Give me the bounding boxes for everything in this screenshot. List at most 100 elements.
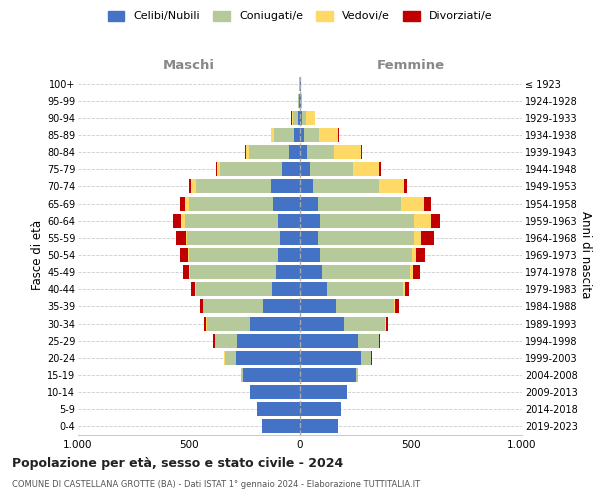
Bar [188,248,189,262]
Bar [200,300,203,314]
Bar [300,94,301,108]
Bar [214,334,215,347]
Bar [300,385,347,399]
Bar [249,145,289,159]
Bar [282,162,300,176]
Bar [280,231,300,245]
Bar [189,265,190,279]
Bar [404,180,407,194]
Bar [300,420,338,434]
Bar [415,231,421,245]
Bar [416,248,425,262]
Bar [263,300,300,314]
Bar [356,368,358,382]
Bar [313,180,379,194]
Bar [394,300,395,314]
Bar [379,334,380,347]
Legend: Celibi/Nubili, Coniugati/e, Vedovi/e, Divorziati/e: Celibi/Nubili, Coniugati/e, Vedovi/e, Di… [108,10,492,22]
Bar [180,196,185,210]
Bar [215,334,237,347]
Bar [293,111,298,125]
Bar [203,300,263,314]
Bar [272,282,300,296]
Text: Maschi: Maschi [163,60,215,72]
Bar [431,214,440,228]
Bar [395,300,399,314]
Bar [412,248,416,262]
Bar [405,282,409,296]
Bar [187,231,280,245]
Bar [304,128,319,142]
Bar [300,196,318,210]
Bar [244,368,300,382]
Bar [320,214,415,228]
Bar [300,128,304,142]
Bar [300,231,318,245]
Bar [189,180,191,194]
Bar [300,351,361,365]
Text: Femmine: Femmine [377,60,445,72]
Bar [410,265,413,279]
Bar [215,162,217,176]
Bar [300,162,310,176]
Bar [424,196,431,210]
Bar [292,111,293,125]
Bar [289,145,300,159]
Bar [274,128,295,142]
Bar [353,162,379,176]
Bar [236,351,300,365]
Bar [385,316,386,330]
Bar [320,248,412,262]
Bar [189,196,274,210]
Bar [319,128,338,142]
Bar [271,180,300,194]
Bar [300,402,341,416]
Bar [318,231,415,245]
Bar [318,196,401,210]
Bar [300,265,322,279]
Text: Popolazione per età, sesso e stato civile - 2024: Popolazione per età, sesso e stato civil… [12,458,343,470]
Bar [300,180,313,194]
Bar [191,282,194,296]
Y-axis label: Fasce di età: Fasce di età [31,220,44,290]
Bar [217,162,220,176]
Bar [185,231,187,245]
Bar [224,351,236,365]
Bar [300,282,326,296]
Bar [300,334,358,347]
Bar [326,282,403,296]
Bar [180,248,188,262]
Bar [190,265,275,279]
Bar [300,300,335,314]
Bar [204,316,206,330]
Bar [386,316,388,330]
Y-axis label: Anni di nascita: Anni di nascita [578,212,592,298]
Bar [302,111,306,125]
Bar [207,316,250,330]
Bar [278,248,300,262]
Bar [181,214,185,228]
Bar [220,162,282,176]
Bar [379,180,404,194]
Bar [301,94,302,108]
Bar [334,145,361,159]
Bar [196,180,271,194]
Bar [300,248,320,262]
Bar [335,300,394,314]
Bar [271,128,274,142]
Bar [344,316,385,330]
Bar [194,282,196,296]
Bar [322,265,410,279]
Bar [300,316,344,330]
Bar [361,145,362,159]
Bar [299,94,300,108]
Bar [306,111,314,125]
Bar [421,231,434,245]
Bar [300,111,302,125]
Bar [401,196,424,210]
Bar [278,214,300,228]
Bar [173,214,181,228]
Bar [185,214,278,228]
Bar [250,316,300,330]
Bar [413,265,419,279]
